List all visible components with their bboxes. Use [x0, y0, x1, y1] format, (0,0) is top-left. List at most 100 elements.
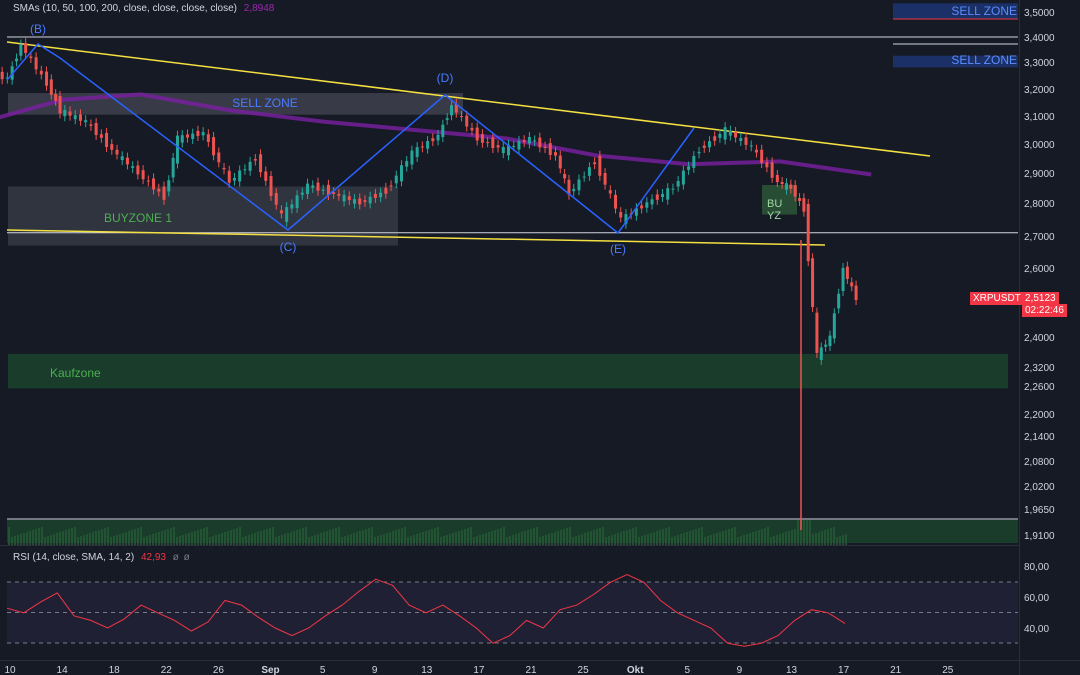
zone-label: SELL ZONE [951, 53, 1017, 67]
rsi-axis-tick: 80,00 [1024, 562, 1049, 573]
last-price-tag: 2,5123 [1022, 292, 1059, 305]
candle-body [347, 196, 351, 201]
candle-body [655, 194, 659, 200]
candle-body [373, 194, 377, 198]
date-axis-tick: 5 [320, 665, 326, 675]
candle-body [538, 137, 542, 148]
candle-body [295, 195, 299, 208]
candle-body [533, 140, 537, 142]
candle-body [306, 183, 310, 195]
candle-body [598, 155, 602, 176]
price-axis-tick: 2,1400 [1024, 432, 1055, 443]
candle-body [63, 110, 67, 117]
candle-body [815, 312, 819, 353]
date-axis-tick: 9 [372, 665, 378, 675]
zone-rect [893, 55, 1018, 68]
candle-body [645, 202, 649, 208]
candle-body [671, 188, 675, 190]
rsi-axis-tick: 40,00 [1024, 624, 1049, 635]
candle-body [707, 141, 711, 148]
candle-body [697, 151, 701, 154]
candle-body [358, 198, 362, 205]
candle-body [802, 198, 806, 212]
candle-body [723, 127, 727, 140]
candle-body [624, 214, 628, 224]
candle-body [517, 140, 521, 150]
candle-body [749, 145, 753, 147]
candle-body [19, 44, 23, 56]
candle-body [58, 96, 62, 114]
candle-body [321, 189, 325, 191]
candle-body [713, 136, 717, 141]
candle-body [238, 170, 242, 182]
zone-label: SELL ZONE [232, 96, 298, 110]
candle-body [400, 165, 403, 182]
candle-body [582, 176, 586, 178]
sma-indicator-header[interactable]: SMAs (10, 50, 100, 200, close, close, cl… [13, 3, 274, 14]
candle-body [285, 207, 289, 222]
candle-body [806, 204, 810, 262]
candle-body [94, 123, 98, 135]
candle-body [793, 185, 797, 197]
candle-body [832, 313, 836, 339]
candle-body [819, 347, 823, 360]
candle-body [666, 188, 670, 200]
candle-body [152, 178, 156, 190]
candle-body [501, 147, 505, 154]
candle-body [259, 154, 263, 173]
candle-body [248, 161, 252, 171]
candle-body [702, 145, 706, 148]
candle-body [206, 134, 210, 142]
candle-body [125, 157, 129, 165]
wave-point-label: (D) [437, 71, 454, 85]
wave-point-label: (E) [610, 242, 626, 256]
candle-body [572, 188, 576, 192]
candle-body [754, 149, 758, 153]
candle-body [217, 152, 221, 163]
candle-body [34, 57, 38, 70]
date-axis-tick: 18 [109, 665, 121, 675]
candle-body [264, 171, 268, 181]
candle-body [470, 127, 474, 131]
candle-body [191, 133, 195, 139]
candle-body [445, 118, 449, 120]
date-axis-tick: 22 [161, 665, 173, 675]
candle-body [426, 141, 430, 149]
candle-body [744, 137, 748, 145]
candle-body [850, 282, 854, 287]
zone-label: BU [767, 198, 782, 210]
candle-body [68, 111, 72, 116]
zone-label: YZ [767, 210, 781, 222]
date-axis-tick: 17 [838, 665, 850, 675]
price-axis-tick: 3,3000 [1024, 58, 1055, 69]
candle-body [486, 142, 490, 144]
candle-body [253, 159, 257, 161]
price-axis-tick: 2,6000 [1024, 264, 1055, 275]
rsi-indicator-header[interactable]: RSI (14, close, SMA, 14, 2) 42,93 ø ø [13, 552, 190, 563]
candle-body [431, 138, 435, 142]
candle-body [29, 56, 33, 59]
candle-body [543, 146, 547, 149]
candle-body [798, 198, 802, 201]
zone-label: Kaufzone [50, 366, 101, 380]
zone-label: SELL ZONE [951, 4, 1017, 18]
rsi-axis-tick: 60,00 [1024, 593, 1049, 604]
candle-body [450, 105, 454, 116]
candle-body [548, 143, 552, 155]
candle-body [650, 199, 654, 205]
candle-body [780, 182, 784, 184]
sma-indicator-value: 2,8948 [243, 3, 275, 14]
candle-body [24, 43, 28, 54]
candle-body [89, 124, 93, 126]
price-axis-tick: 1,9100 [1024, 531, 1055, 542]
price-axis-tick: 3,5000 [1024, 8, 1055, 19]
rsi-indicator-value: 42,93 [140, 552, 166, 563]
sma-indicator-label: SMAs (10, 50, 100, 200, close, close, cl… [13, 3, 237, 14]
rsi-symbol-a: ø [172, 552, 179, 563]
candle-body [342, 194, 346, 202]
candle-body [436, 134, 440, 141]
rsi-panel-bg [0, 546, 1020, 661]
candle-body [527, 137, 531, 144]
